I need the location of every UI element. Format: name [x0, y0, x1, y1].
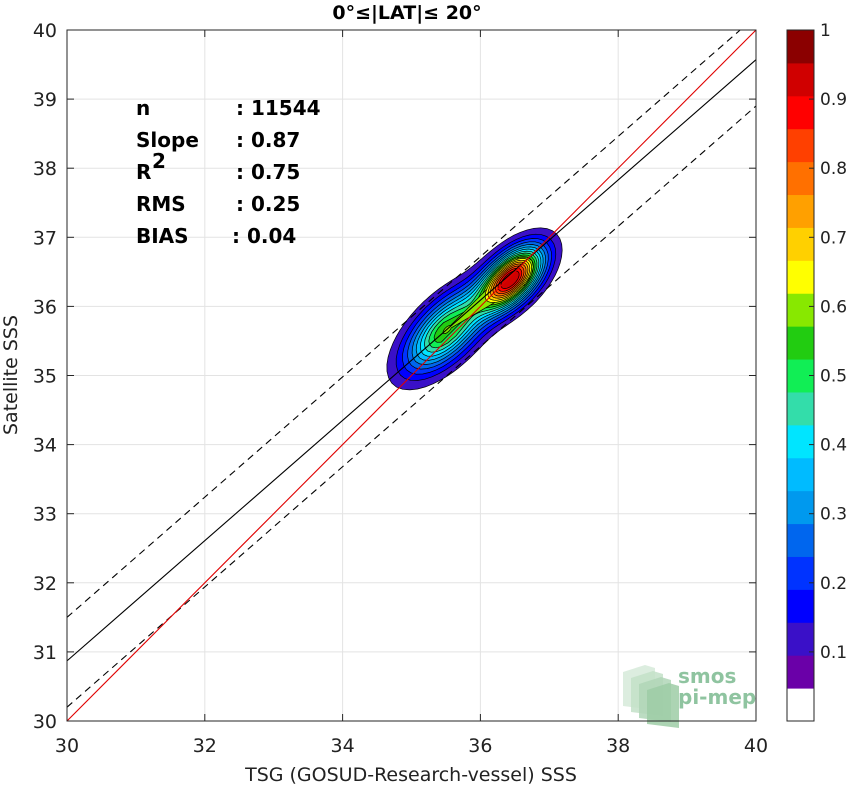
colorbar: 0.1 0.2 0.3 0.4 0.5 0.6 0.7 0.8 0.9 1 [786, 21, 847, 722]
stat-value-n: : 11544 [236, 96, 321, 120]
colorbar-tick-label: 0.4 [820, 436, 847, 456]
reference-lines [66, 29, 757, 722]
colorbar-tick-label: 0.6 [820, 297, 847, 317]
lower-bound-line [66, 105, 757, 708]
colorbar-segment [787, 589, 814, 623]
colorbar-segment [787, 523, 814, 557]
y-tick-label: 32 [33, 573, 57, 595]
y-tick-label: 38 [33, 158, 57, 180]
y-tick-label: 37 [33, 227, 57, 249]
y-tick-label: 31 [33, 642, 57, 664]
colorbar-segment [787, 260, 814, 294]
x-axis-ticks: 30 32 34 36 38 40 [55, 30, 768, 757]
y-tick-label: 35 [33, 366, 57, 388]
x-tick-label: 34 [331, 735, 355, 757]
colorbar-segment [787, 622, 814, 656]
x-tick-label: 30 [55, 735, 79, 757]
colorbar-tick-label: 0.5 [820, 367, 847, 387]
colorbar-tick-label: 0.7 [820, 228, 847, 248]
colorbar-segment [787, 62, 814, 97]
stat-label-n: n [136, 96, 150, 120]
regression-line [66, 59, 757, 662]
x-tick-label: 40 [744, 735, 768, 757]
logo-text-smos: smos [678, 664, 736, 688]
colorbar-segment [787, 293, 814, 327]
y-tick-label: 36 [33, 296, 57, 318]
colorbar-segment [787, 95, 814, 130]
x-tick-label: 38 [606, 735, 630, 757]
y-tick-label: 33 [33, 504, 57, 526]
statistics-box: n : 11544 Slope : 0.87 R 2 : 0.75 RMS : 0.25 BIAS… [136, 96, 321, 248]
y-tick-label: 30 [33, 711, 57, 733]
stat-value-r: : 0.75 [236, 160, 300, 184]
colorbar-segment [787, 424, 814, 459]
y-axis-label: Satellite SSS [0, 315, 22, 435]
stat-value-bias: : 0.04 [232, 224, 296, 248]
colorbar-segment [787, 128, 814, 163]
colorbar-segment [787, 490, 814, 525]
colorbar-tick-label: 0.2 [820, 574, 847, 594]
y-tick-label: 34 [33, 435, 57, 457]
chart-title: 0°≤|LAT|≤ 20° [332, 2, 481, 24]
y-tick-label: 40 [33, 20, 57, 42]
colorbar-segment [787, 688, 814, 722]
colorbar-tick-label: 0.8 [820, 159, 847, 179]
colorbar-segment [787, 655, 814, 689]
colorbar-segment [787, 30, 814, 64]
colorbar-segment [787, 457, 814, 492]
colorbar-tick-label: 0.3 [820, 505, 847, 525]
stat-label-rms: RMS [136, 192, 186, 216]
colorbar-tick-label: 1 [820, 21, 831, 41]
identity-line [66, 29, 757, 722]
x-tick-label: 32 [193, 735, 217, 757]
colorbar-segment [787, 556, 814, 590]
colorbar-segment [787, 194, 814, 228]
x-tick-label: 36 [468, 735, 492, 757]
stat-label-bias: BIAS [136, 224, 189, 248]
colorbar-segment [787, 161, 814, 196]
y-axis-ticks: 30 31 32 33 34 35 36 37 38 39 40 [33, 20, 756, 733]
stat-label-r: R [136, 160, 151, 184]
colorbar-tick-label: 0.9 [820, 90, 847, 110]
stat-label-slope: Slope [136, 128, 199, 152]
stat-superscript: 2 [152, 149, 166, 173]
colorbar-tick-label: 0.1 [820, 643, 847, 663]
upper-bound-line [66, 29, 741, 618]
colorbar-segment [787, 227, 814, 261]
y-tick-label: 39 [33, 89, 57, 111]
stat-value-rms: : 0.25 [236, 192, 300, 216]
colorbar-segment [787, 326, 814, 360]
logo-text-pi-mep: pi-mep [678, 685, 756, 709]
colorbar-segment [787, 391, 814, 426]
stat-value-slope: : 0.87 [236, 128, 300, 152]
x-axis-label: TSG (GOSUD-Research-vessel) SSS [244, 764, 577, 786]
logo-wave-shape [647, 683, 679, 728]
